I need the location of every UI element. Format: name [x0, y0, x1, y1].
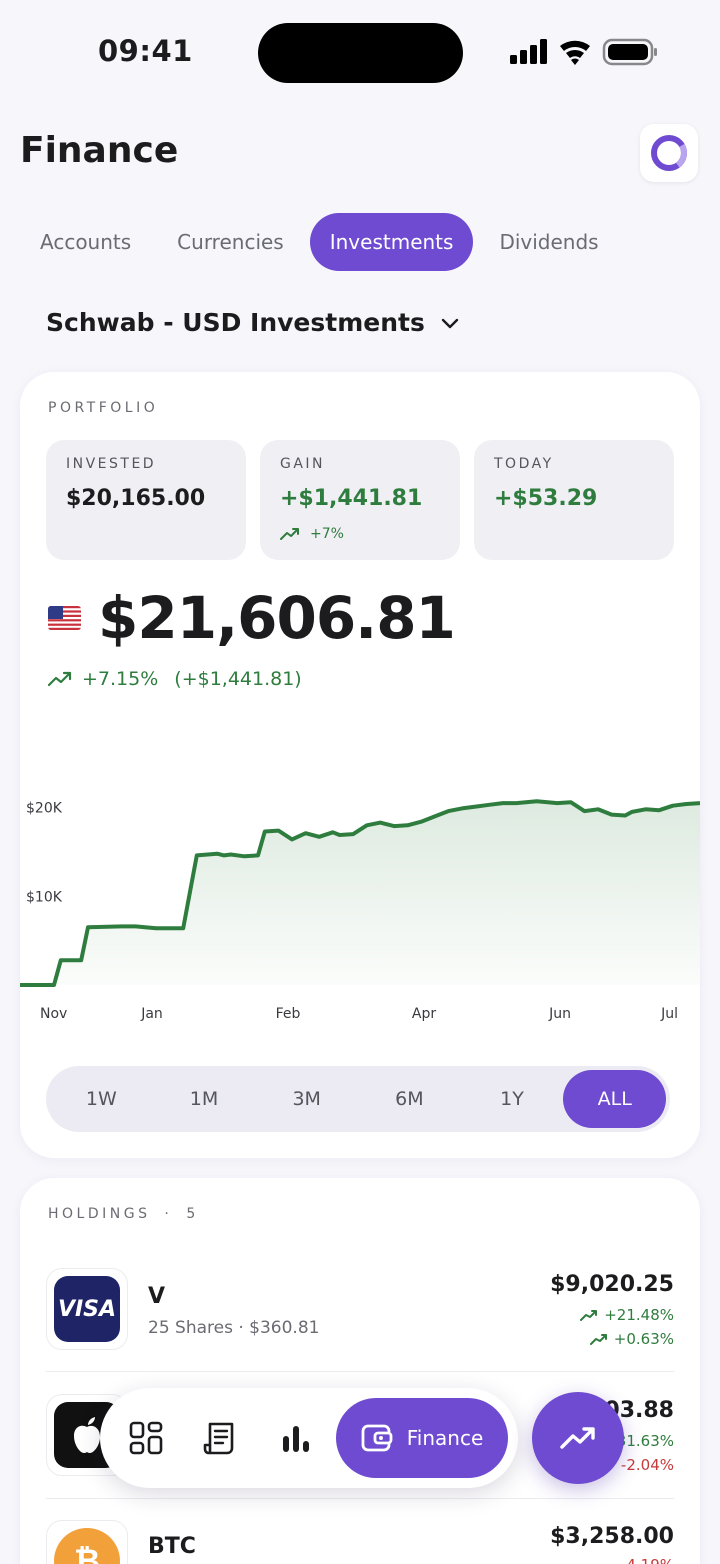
bitcoin-logo: ₿ — [46, 1520, 128, 1564]
range-1y[interactable]: 1Y — [500, 1088, 524, 1110]
portfolio-section-label: PORTFOLIO — [48, 400, 159, 416]
status-icons — [508, 36, 658, 68]
page-title: Finance — [20, 130, 179, 171]
portfolio-change: +7.15% (+$1,441.81) — [48, 668, 302, 690]
holding-total-change: +21.48% — [580, 1306, 674, 1324]
chart-x-tick-label: Feb — [276, 1006, 301, 1022]
holdings-section-label: HOLDINGS · 5 — [48, 1206, 199, 1222]
chart-x-tick-label: Jul — [660, 1006, 678, 1022]
chart-x-tick-label: Apr — [412, 1006, 436, 1022]
us-flag-icon — [48, 606, 81, 630]
range-6m[interactable]: 6M — [395, 1088, 424, 1110]
dynamic-island — [258, 23, 463, 83]
chart-x-tick-label: Jan — [140, 1006, 163, 1022]
trending-up-icon — [580, 1310, 598, 1321]
dashboard-icon — [129, 1421, 163, 1455]
nav-dashboard-button[interactable] — [122, 1414, 170, 1462]
holding-ticker: BTC — [148, 1534, 196, 1559]
portfolio-change-amount: (+$1,441.81) — [174, 668, 302, 690]
portfolio-card: PORTFOLIO INVESTED $20,165.00 GAIN +$1,4… — [20, 372, 700, 1158]
visa-logo-mark: VISA — [54, 1276, 120, 1342]
holding-today-change: -2.04% — [621, 1456, 674, 1474]
holding-row[interactable]: VISA V 25 Shares · $360.81 $9,020.25 +21… — [46, 1268, 674, 1378]
time-range-selector: 1W 1M 3M 6M 1Y ALL — [46, 1066, 670, 1132]
status-time: 09:41 — [98, 34, 193, 68]
nav-finance-button[interactable]: Finance — [336, 1398, 508, 1478]
chart-x-tick-label: Nov — [40, 1006, 67, 1022]
visa-logo: VISA — [46, 1268, 128, 1350]
tab-dividends[interactable]: Dividends — [499, 230, 599, 254]
holding-today-percent: +0.63% — [613, 1330, 674, 1348]
holding-total-percent: +21.48% — [604, 1306, 674, 1324]
chevron-down-icon — [441, 318, 459, 328]
range-all[interactable]: ALL — [563, 1070, 667, 1128]
wallet-icon — [361, 1424, 393, 1452]
trending-up-icon — [48, 671, 72, 687]
battery-icon — [602, 38, 657, 66]
wifi-icon — [560, 40, 590, 65]
holdings-card: HOLDINGS · 5 VISA V 25 Shares · $360.81 … — [20, 1178, 700, 1564]
holding-today-percent: -2.04% — [620, 1456, 674, 1474]
tab-investments[interactable]: Investments — [309, 213, 474, 271]
apple-icon — [74, 1417, 100, 1453]
holding-today-change: +0.63% — [589, 1330, 674, 1348]
bottom-nav: Finance — [100, 1388, 518, 1488]
holdings-title: HOLDINGS — [48, 1206, 151, 1222]
today-stat: TODAY +$53.29 — [474, 440, 674, 560]
nav-stats-button[interactable] — [272, 1414, 320, 1462]
range-1w[interactable]: 1W — [85, 1088, 117, 1110]
nav-finance-label: Finance — [406, 1426, 484, 1450]
chart-y-tick-label: $10K — [26, 889, 63, 905]
portfolio-chart: $20K $10K Nov Jan Feb Apr Jun Jul — [20, 799, 700, 1022]
chart-x-tick-label: Jun — [548, 1006, 571, 1022]
gain-value: +$1,441.81 — [280, 486, 423, 511]
divider — [46, 1498, 674, 1499]
trends-fab-button[interactable] — [532, 1392, 624, 1484]
nav-receipts-button[interactable] — [196, 1414, 244, 1462]
chart-area — [20, 801, 700, 985]
range-1m[interactable]: 1M — [189, 1088, 219, 1110]
tab-accounts[interactable]: Accounts — [40, 230, 132, 254]
today-value: +$53.29 — [494, 486, 598, 511]
bitcoin-icon: ₿ — [54, 1528, 120, 1564]
holding-value: $3,258.00 — [550, 1524, 674, 1549]
account-selector-label: Schwab - USD Investments — [46, 308, 425, 337]
profile-button[interactable] — [640, 124, 698, 182]
portfolio-change-percent: +7.15% — [82, 668, 159, 690]
trending-up-icon — [280, 528, 299, 540]
invested-label: INVESTED — [66, 456, 157, 472]
divider — [46, 1371, 674, 1372]
chart-y-tick-label: $20K — [26, 801, 63, 817]
invested-stat: INVESTED $20,165.00 — [46, 440, 246, 560]
holding-ticker: V — [148, 1284, 166, 1309]
holding-meta: 25 Shares · $360.81 — [148, 1318, 320, 1338]
today-label: TODAY — [494, 456, 554, 472]
trending-up-icon — [589, 1334, 607, 1345]
gain-stat: GAIN +$1,441.81 +7% — [260, 440, 460, 560]
status-bar: 09:41 — [0, 0, 720, 100]
portfolio-total-value: $21,606.81 — [98, 584, 456, 652]
invested-value: $20,165.00 — [66, 486, 206, 511]
account-selector[interactable]: Schwab - USD Investments — [46, 308, 461, 337]
holding-total-change: -4.19% — [621, 1556, 674, 1564]
app-logo-icon — [651, 135, 687, 171]
gain-label: GAIN — [280, 456, 326, 472]
receipt-icon — [203, 1422, 234, 1455]
holding-row[interactable]: ₿ BTC $3,258.00 -4.19% — [46, 1520, 674, 1564]
bar-chart-icon — [283, 1426, 309, 1452]
cellular-signal-icon — [510, 39, 547, 64]
gain-sub: +7% — [280, 526, 344, 542]
holding-total-change: 31.63% — [617, 1432, 674, 1450]
finance-tabs: Accounts Currencies Investments Dividend… — [20, 213, 619, 271]
gain-percent: +7% — [310, 526, 344, 542]
holding-value: $9,020.25 — [550, 1272, 674, 1297]
chart-line — [20, 799, 700, 987]
holding-total-percent: -4.19% — [621, 1556, 674, 1564]
holdings-count: 5 — [186, 1206, 199, 1222]
range-3m[interactable]: 3M — [292, 1088, 321, 1110]
holding-total-percent: 31.63% — [616, 1432, 674, 1450]
tab-currencies[interactable]: Currencies — [177, 230, 284, 254]
trending-up-icon — [560, 1427, 595, 1449]
